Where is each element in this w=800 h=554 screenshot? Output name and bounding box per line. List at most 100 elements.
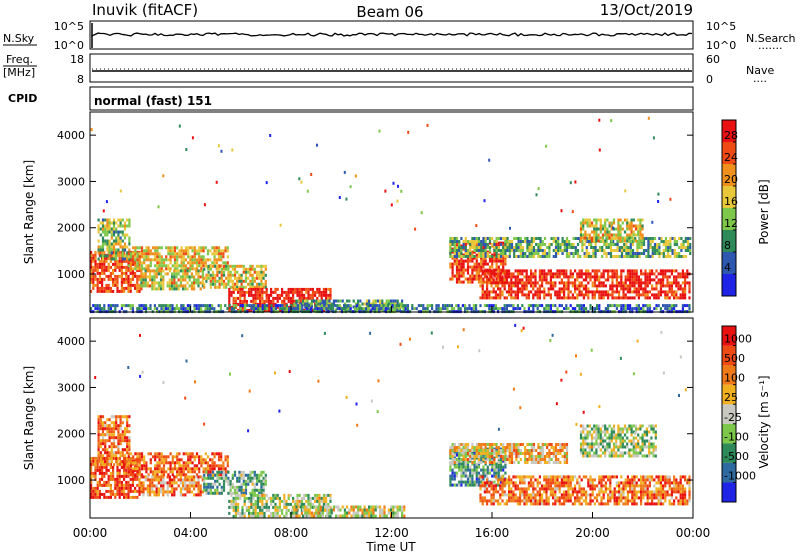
velocity-cell [154, 473, 157, 477]
power-cell [155, 287, 158, 291]
velocity-cell [156, 455, 159, 459]
power-cell [112, 254, 116, 258]
power-cell [144, 281, 147, 285]
velocity-cell [96, 492, 99, 496]
velocity-cell [127, 455, 130, 459]
velocity-cell [244, 491, 248, 495]
velocity-cell [149, 470, 152, 474]
power-cell [145, 304, 148, 308]
power-scatter-point [316, 143, 318, 147]
power-cell [588, 224, 591, 228]
velocity-cell [106, 451, 109, 455]
power-cell [250, 293, 253, 297]
power-cell [298, 287, 301, 291]
power-cell [142, 307, 145, 311]
power-cell [197, 304, 200, 308]
velocity-cell [224, 467, 227, 471]
power-cell [499, 272, 502, 276]
velocity-cell [117, 415, 120, 419]
velocity-cell [110, 430, 113, 434]
power-cell [574, 290, 577, 294]
velocity-cell [187, 458, 190, 462]
power-cell [515, 249, 518, 252]
power-cell [207, 273, 210, 277]
power-cell [261, 304, 264, 308]
power-cell [506, 240, 509, 243]
velocity-cell [158, 467, 161, 471]
power-cell [101, 289, 104, 293]
power-cell [491, 262, 494, 266]
velocity-cell [231, 491, 234, 495]
power-cell [484, 259, 487, 263]
velocity-cell [110, 433, 113, 437]
power-cell [98, 262, 101, 266]
power-cell [572, 243, 575, 246]
velocity-cell [138, 458, 141, 462]
velocity-cell [115, 451, 118, 455]
power-cell [521, 287, 524, 291]
power-cell [526, 249, 529, 252]
power-cell [218, 282, 221, 286]
power-cell [292, 290, 295, 294]
power-cell [387, 307, 390, 311]
power-cell [110, 236, 113, 240]
velocity-cell [251, 470, 254, 474]
power-cell [310, 302, 313, 306]
power-cell [519, 278, 522, 282]
power-cell [274, 304, 277, 308]
power-cell [524, 255, 527, 258]
velocity-cell [260, 488, 263, 492]
power-cell [240, 273, 243, 277]
nsky-line [91, 32, 693, 37]
power-cell [182, 258, 185, 262]
power-cell [123, 245, 127, 249]
power-cell [482, 265, 485, 269]
power-cell [588, 221, 591, 225]
power-cell [451, 265, 454, 269]
power-cell [631, 252, 635, 255]
power-cell [624, 281, 627, 285]
power-cell [188, 275, 191, 279]
power-cell [140, 278, 143, 282]
power-cell [320, 290, 323, 294]
power-cell [216, 267, 219, 271]
velocity-cell [162, 473, 166, 477]
power-cell [303, 293, 306, 297]
power-cell [658, 255, 661, 258]
velocity-cell [129, 477, 132, 481]
power-cell [482, 240, 485, 243]
velocity-cell [209, 485, 212, 489]
power-cell [609, 255, 613, 258]
power-scatter-point [102, 209, 105, 213]
power-cell [629, 252, 632, 255]
velocity-cell [232, 496, 235, 500]
power-cell [195, 264, 199, 268]
power-cell [495, 262, 498, 266]
power-cell [107, 307, 110, 311]
power-cell [173, 278, 176, 282]
velocity-cell [234, 511, 237, 515]
power-cell [145, 249, 148, 253]
power-cell [106, 230, 109, 234]
power-cell [249, 279, 252, 283]
velocity-cell [123, 430, 127, 434]
power-cell [673, 237, 676, 240]
velocity-cell [245, 496, 248, 500]
power-cell [653, 307, 656, 311]
velocity-cell [136, 495, 139, 499]
velocity-cell [256, 514, 259, 518]
power-cell [92, 259, 95, 263]
power-cell [179, 284, 182, 288]
power-cell [565, 269, 568, 273]
power-cell [462, 246, 465, 249]
power-cell [326, 305, 329, 309]
power-cell [186, 304, 189, 308]
velocity-cell [118, 489, 121, 493]
velocity-cell [213, 452, 216, 456]
power-cell [634, 255, 637, 258]
power-cell [116, 274, 119, 278]
power-cell [103, 256, 106, 260]
power-cell [631, 272, 634, 276]
power-cell [469, 277, 472, 281]
